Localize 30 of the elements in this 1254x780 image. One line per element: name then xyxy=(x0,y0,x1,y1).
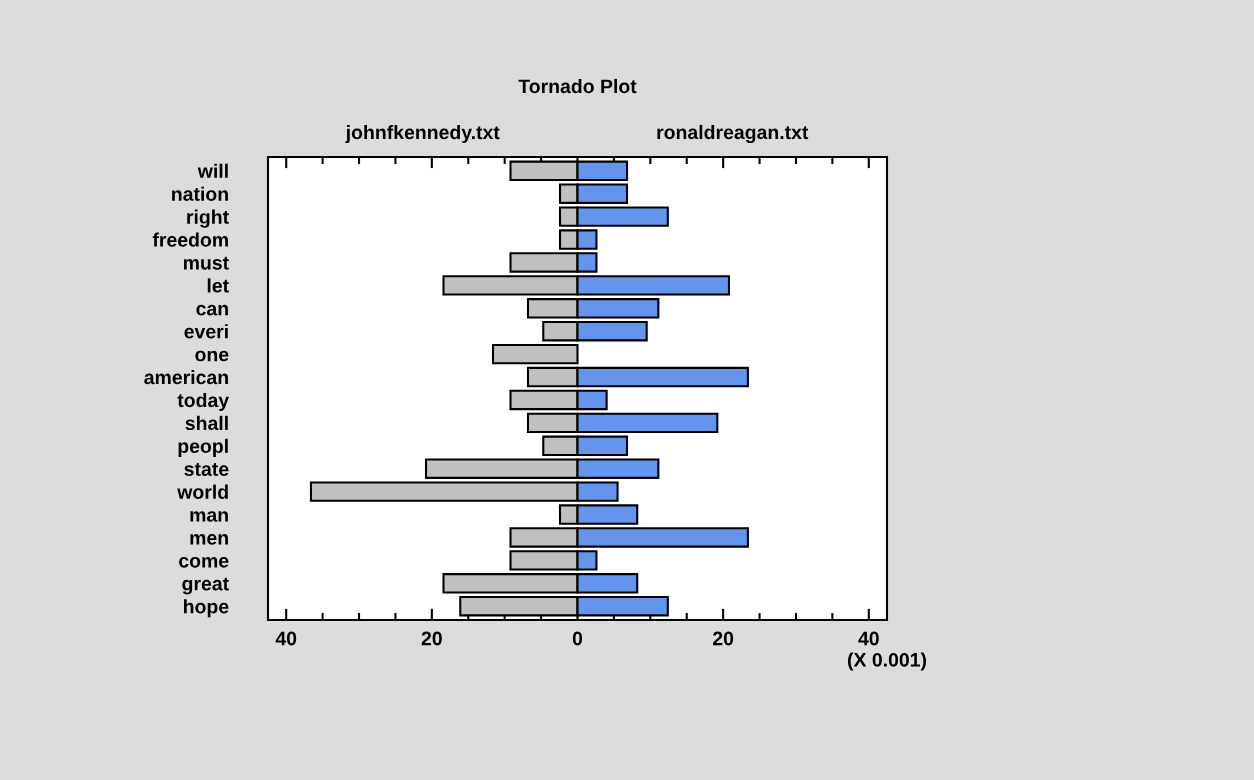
y-tick-label: let xyxy=(207,278,229,293)
y-tick-label: today xyxy=(177,392,230,412)
text: (X 0.001) xyxy=(847,652,927,671)
y-tick-label: state xyxy=(184,463,229,476)
x-tick-label: 0 xyxy=(572,631,583,646)
x-tick-label: 20 xyxy=(713,631,734,646)
y-tick-label: peopl xyxy=(178,438,228,457)
x-tick-label: 40 xyxy=(858,631,879,646)
series-label: ronaldreagan.txt xyxy=(657,124,809,144)
y-tick-label: will xyxy=(197,163,228,178)
x-tick-label: 20 xyxy=(421,631,442,646)
y-tick-label: right xyxy=(187,209,229,228)
series-label: johnfkennedy.txt xyxy=(345,124,500,144)
bar xyxy=(491,343,579,365)
y-tick-label: man xyxy=(190,511,228,522)
y-tick-label: men xyxy=(190,534,228,545)
y-tick-label: great xyxy=(182,577,229,595)
x-tick-label: 40 xyxy=(275,631,297,646)
chart-title: Tornado Plot xyxy=(518,78,637,94)
y-tick-label: one xyxy=(195,350,229,362)
y-tick-label: american xyxy=(144,369,228,385)
y-tick-label: nation xyxy=(172,186,228,201)
y-tick-label: shall xyxy=(185,415,228,431)
y-tick-label: freedom xyxy=(152,232,228,247)
y-tick-label: everi xyxy=(184,324,228,339)
y-tick-label: can xyxy=(196,304,228,316)
y-tick-label: world xyxy=(177,484,228,499)
y-tick-label: must xyxy=(183,256,229,270)
y-tick-label: hope xyxy=(184,599,229,618)
y-tick-label: come xyxy=(179,556,229,568)
